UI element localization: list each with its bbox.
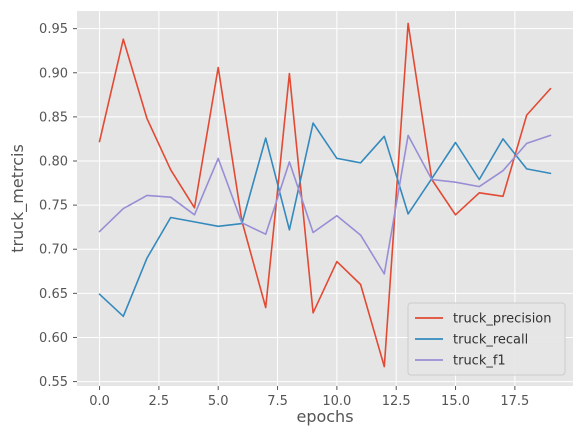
series-line-truck-precision [98, 22, 552, 368]
legend-box [407, 302, 566, 376]
legend: truck_precision truck_recall truck_f1 [407, 302, 566, 376]
legend-label: truck_recall [453, 333, 528, 348]
series-lines [98, 22, 552, 368]
y-tick-label: 0.90 [39, 66, 68, 81]
x-tick-label: 2.5 [149, 394, 170, 409]
x-tick-label: 5.0 [208, 394, 229, 409]
x-tick-label: 12.5 [382, 394, 411, 409]
series-line-truck-recall [98, 122, 552, 318]
y-tick-label: 0.70 [39, 243, 68, 258]
tick-labels: 0.0 2.5 5.0 7.5 10.0 12.5 15.0 17.5 0.55 0.60 0.65… [39, 22, 529, 409]
x-axis-label: epochs [296, 407, 353, 426]
y-axis-label: truck_metrcis [8, 144, 28, 253]
y-tick-label: 0.55 [39, 375, 68, 390]
x-tick-label: 15.0 [441, 394, 470, 409]
legend-label: truck_precision [453, 312, 552, 327]
series-line-truck-f1 [98, 134, 552, 275]
x-tick-label: 7.5 [267, 394, 288, 409]
y-tick-label: 0.75 [39, 199, 68, 214]
y-tick-label: 0.95 [39, 22, 68, 37]
y-tick-label: 0.80 [39, 155, 68, 170]
x-tick-label: 0.0 [89, 394, 110, 409]
legend-label: truck_f1 [453, 354, 506, 369]
y-tick-label: 0.65 [39, 287, 68, 302]
y-tick-label: 0.85 [39, 110, 68, 125]
x-tick-label: 10.0 [322, 394, 351, 409]
x-tick-label: 17.5 [500, 394, 529, 409]
y-tick-label: 0.60 [39, 331, 68, 346]
